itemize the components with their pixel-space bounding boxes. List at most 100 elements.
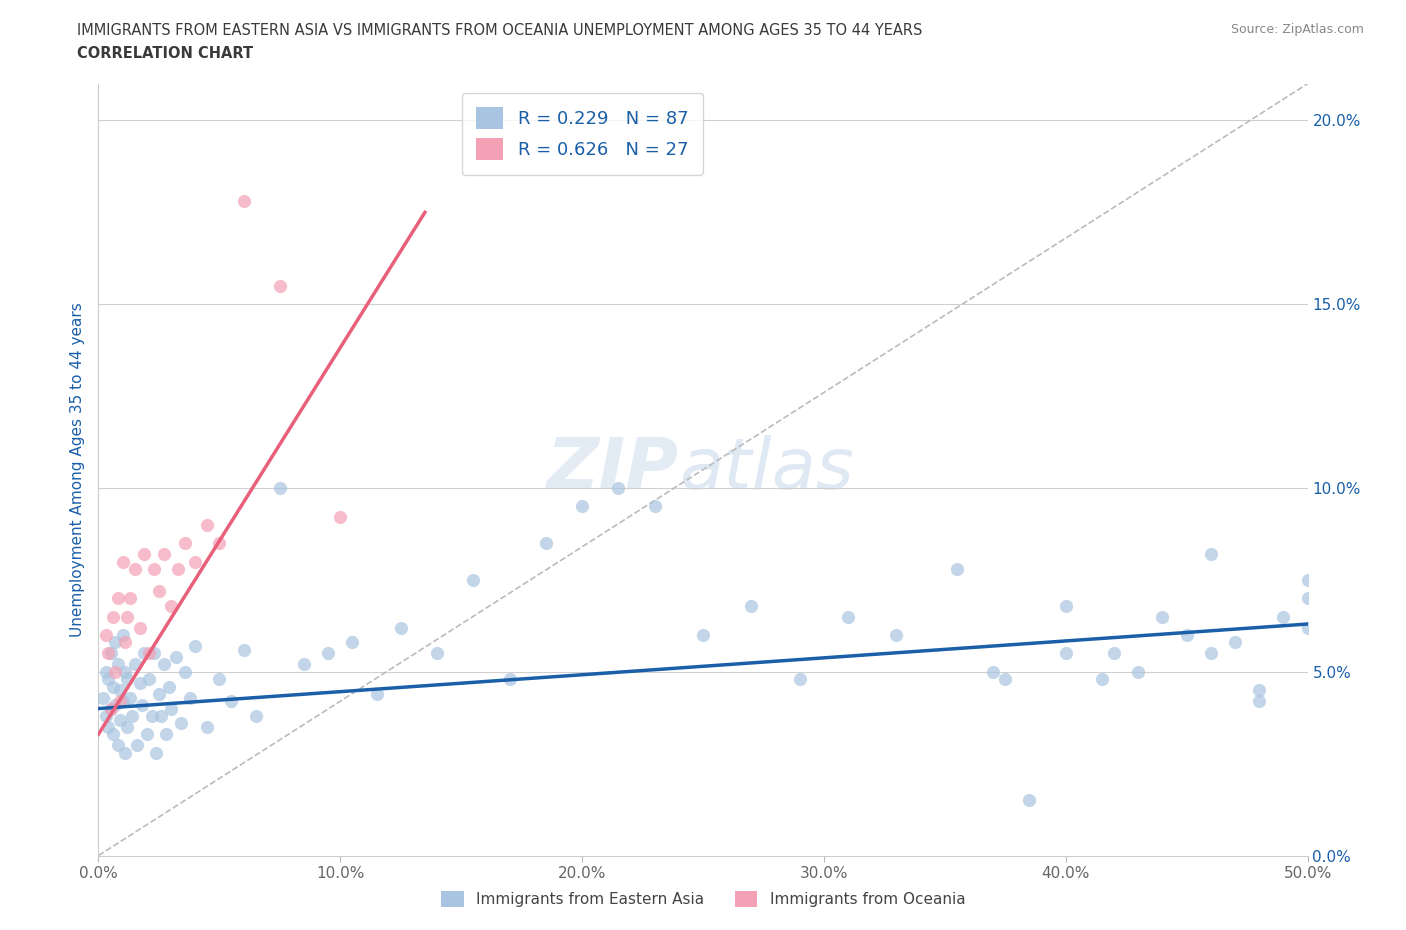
Point xyxy=(97,646,120,661)
Point xyxy=(1296,620,1319,635)
Point xyxy=(148,686,170,701)
Point xyxy=(100,646,122,661)
Point xyxy=(97,671,120,686)
Point xyxy=(1199,547,1222,562)
Point xyxy=(1223,635,1246,650)
Point xyxy=(155,727,177,742)
Point xyxy=(104,698,127,712)
Point xyxy=(108,683,131,698)
Point xyxy=(208,536,231,551)
Point xyxy=(152,547,174,562)
Point xyxy=(1249,683,1271,698)
Point xyxy=(644,499,666,514)
Point xyxy=(127,737,149,752)
Point xyxy=(463,573,485,588)
Legend: Immigrants from Eastern Asia, Immigrants from Oceania: Immigrants from Eastern Asia, Immigrants… xyxy=(434,884,972,913)
Point xyxy=(342,635,364,650)
Point xyxy=(152,657,174,671)
Point xyxy=(316,646,339,661)
Point xyxy=(150,709,173,724)
Point xyxy=(292,657,315,671)
Point xyxy=(101,727,124,742)
Point xyxy=(179,690,201,705)
Point xyxy=(91,690,114,705)
Point xyxy=(1175,628,1198,643)
Y-axis label: Unemployment Among Ages 35 to 44 years: Unemployment Among Ages 35 to 44 years xyxy=(69,302,84,637)
Point xyxy=(195,517,218,532)
Point xyxy=(118,591,141,605)
Text: ZIP: ZIP xyxy=(547,435,679,504)
Point xyxy=(165,650,187,665)
Point xyxy=(498,671,520,686)
Text: Source: ZipAtlas.com: Source: ZipAtlas.com xyxy=(1230,23,1364,36)
Point xyxy=(886,628,908,643)
Point xyxy=(124,657,146,671)
Point xyxy=(141,709,163,724)
Point xyxy=(128,675,150,690)
Text: atlas: atlas xyxy=(679,435,853,504)
Point xyxy=(148,583,170,598)
Point xyxy=(534,536,557,551)
Point xyxy=(160,598,183,613)
Point xyxy=(114,635,136,650)
Point xyxy=(121,709,143,724)
Point xyxy=(208,671,231,686)
Legend: R = 0.229   N = 87, R = 0.626   N = 27: R = 0.229 N = 87, R = 0.626 N = 27 xyxy=(461,93,703,175)
Point xyxy=(94,664,117,679)
Point xyxy=(134,646,156,661)
Point xyxy=(837,609,859,624)
Point xyxy=(107,591,129,605)
Point xyxy=(692,628,714,643)
Point xyxy=(1152,609,1174,624)
Point xyxy=(169,716,191,731)
Point xyxy=(117,609,139,624)
Point xyxy=(157,679,180,694)
Point xyxy=(232,193,254,208)
Point xyxy=(1091,671,1114,686)
Point xyxy=(1296,591,1319,605)
Point xyxy=(104,635,127,650)
Point xyxy=(94,628,117,643)
Point xyxy=(329,510,352,525)
Point xyxy=(994,671,1017,686)
Point xyxy=(160,701,183,716)
Point xyxy=(108,712,131,727)
Point xyxy=(108,694,131,709)
Point xyxy=(117,720,139,735)
Point xyxy=(1054,646,1077,661)
Point xyxy=(426,646,449,661)
Point xyxy=(946,562,969,577)
Point xyxy=(124,562,146,577)
Point xyxy=(366,686,388,701)
Point xyxy=(145,745,167,760)
Point xyxy=(195,720,218,735)
Point xyxy=(1102,646,1125,661)
Point xyxy=(138,671,160,686)
Point xyxy=(107,657,129,671)
Point xyxy=(269,481,291,496)
Point xyxy=(221,694,243,709)
Point xyxy=(1249,694,1271,709)
Point xyxy=(101,679,124,694)
Point xyxy=(114,745,136,760)
Point xyxy=(789,671,811,686)
Point xyxy=(571,499,593,514)
Point xyxy=(740,598,762,613)
Point xyxy=(114,664,136,679)
Point xyxy=(97,720,120,735)
Point xyxy=(607,481,630,496)
Point xyxy=(167,562,190,577)
Point xyxy=(131,698,153,712)
Point xyxy=(174,536,197,551)
Point xyxy=(111,554,134,569)
Point xyxy=(100,701,122,716)
Point xyxy=(269,278,291,293)
Point xyxy=(1272,609,1295,624)
Point xyxy=(232,643,254,658)
Point xyxy=(1018,793,1040,808)
Point xyxy=(117,671,139,686)
Point xyxy=(184,554,207,569)
Point xyxy=(184,639,207,654)
Point xyxy=(138,646,160,661)
Point xyxy=(143,646,166,661)
